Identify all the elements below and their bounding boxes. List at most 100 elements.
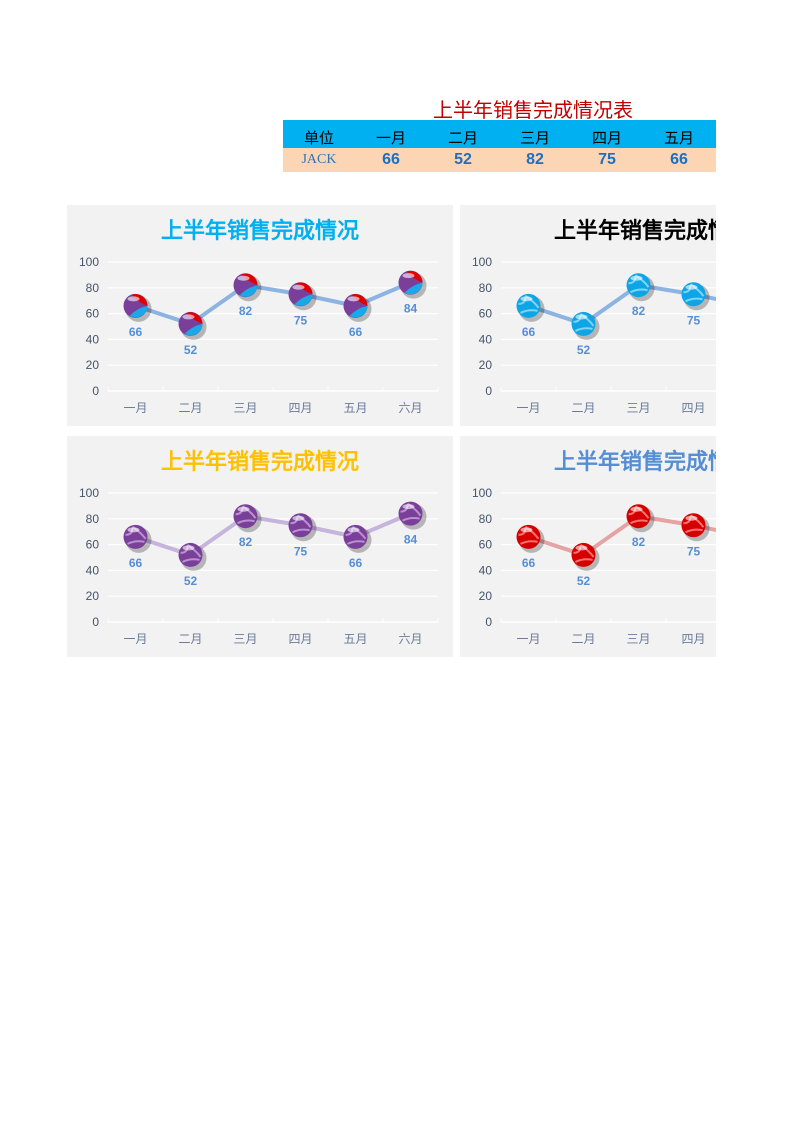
x-tick-label: 二月	[178, 632, 202, 646]
data-marker	[571, 311, 600, 340]
line-chart-2[interactable]: 上半年销售完成情况020406080100一月二月三月四月五月六月6652827…	[460, 205, 716, 426]
line-chart-3[interactable]: 上半年销售完成情况 0 20 40 60 80 100 一月 二月 三月 四月 五月 六月 66 52 82 7…	[67, 436, 453, 657]
y-tick-label: 60	[86, 307, 100, 321]
y-tick-label: 80	[86, 281, 100, 295]
data-marker	[626, 504, 655, 533]
table-row: JACK 66 52 82 75 66	[283, 148, 716, 172]
x-tick-label: 一月	[516, 401, 540, 415]
chart-svg: 上半年销售完成情况020406080100一月二月三月四月五月六月6652827…	[472, 449, 716, 646]
data-marker	[288, 282, 317, 311]
y-tick-label: 100	[79, 255, 99, 269]
marker-highlight	[127, 296, 140, 302]
y-tick-label: 20	[86, 589, 100, 603]
data-label: 84	[404, 302, 418, 316]
marker-blue-segment	[349, 305, 368, 318]
line-chart-4[interactable]: 上半年销售完成情况020406080100一月二月三月四月五月六月6652827…	[460, 436, 716, 657]
data-label: 52	[577, 574, 591, 588]
data-cell[interactable]: 52	[454, 151, 472, 168]
header-cell[interactable]: 单位	[303, 129, 334, 147]
data-marker	[123, 524, 152, 553]
chart-title: 上半年销售完成情况	[161, 218, 359, 244]
data-marker	[626, 273, 655, 302]
marker-highlight	[575, 314, 588, 320]
chart-title: 上半年销售完成情况	[161, 449, 359, 475]
y-tick-label: 40	[479, 332, 493, 346]
print-area: 上半年销售完成情况表 单位 一月 二月 三月 四月 五月 JACK 66 52 …	[67, 98, 716, 657]
x-tick-label: 四月	[288, 401, 312, 415]
marker-highlight	[685, 284, 698, 290]
data-label: 75	[687, 544, 701, 558]
data-cell[interactable]: 66	[382, 151, 400, 168]
x-tick-label: 二月	[571, 632, 595, 646]
marker-highlight	[630, 506, 643, 512]
header-cell[interactable]: 五月	[663, 129, 694, 147]
x-tick-label: 二月	[571, 401, 595, 415]
data-label: 75	[687, 313, 701, 327]
header-cell[interactable]: 四月	[591, 129, 622, 147]
marker-highlight	[347, 527, 360, 533]
marker-highlight	[402, 504, 415, 510]
marker-blue-segment	[239, 285, 258, 297]
data-label: 52	[184, 343, 198, 357]
chart-svg: 上半年销售完成情况020406080100一月二月三月四月五月六月6652827…	[79, 218, 439, 415]
data-marker	[288, 513, 317, 542]
y-tick-label: 80	[479, 512, 493, 526]
data-marker	[233, 273, 262, 302]
data-cell[interactable]: 66	[670, 151, 688, 168]
data-marker	[681, 513, 710, 542]
data-label: 66	[129, 325, 143, 339]
data-label: 52	[184, 574, 198, 588]
data-marker	[178, 311, 207, 340]
data-label: 66	[129, 556, 143, 570]
marker-blue-segment	[129, 305, 148, 318]
data-label: 66	[522, 556, 536, 570]
data-marker	[571, 542, 600, 571]
marker-highlight	[237, 275, 250, 281]
data-cell[interactable]: 82	[526, 151, 544, 168]
marker-blue-segment	[184, 323, 203, 336]
x-tick-label: 六月	[398, 632, 422, 646]
x-tick-label: 五月	[343, 401, 367, 415]
marker-blue-segment	[294, 294, 313, 306]
data-marker	[178, 542, 207, 571]
data-cell[interactable]: 75	[598, 151, 616, 168]
y-tick-label: 0	[485, 384, 492, 398]
x-tick-label: 四月	[288, 632, 312, 646]
x-tick-label: 一月	[123, 632, 147, 646]
line-chart-1[interactable]: 上半年销售完成情况 0 20 40 60 80 100 一月 二月 三月 四月 五月 六月 66 52 82 7…	[67, 205, 453, 426]
x-tick-label: 三月	[626, 401, 650, 415]
marker-highlight	[520, 527, 533, 533]
chart-title: 上半年销售完成情况	[554, 449, 716, 475]
x-tick-label: 三月	[626, 632, 650, 646]
marker-highlight	[685, 515, 698, 521]
x-tick-label: 二月	[178, 401, 202, 415]
data-label: 66	[349, 325, 363, 339]
header-cell[interactable]: 二月	[447, 129, 478, 147]
header-cell[interactable]: 一月	[375, 129, 406, 147]
y-tick-label: 0	[92, 615, 99, 629]
header-cell[interactable]: 三月	[519, 129, 550, 147]
marker-blue-segment	[404, 282, 423, 295]
y-tick-label: 80	[479, 281, 493, 295]
y-tick-label: 40	[86, 563, 100, 577]
marker-highlight	[575, 545, 588, 551]
marker-highlight	[347, 296, 360, 302]
data-label: 75	[294, 313, 308, 327]
data-marker	[343, 293, 372, 322]
marker-highlight	[630, 275, 643, 281]
x-tick-label: 六月	[398, 401, 422, 415]
data-marker	[398, 270, 427, 299]
marker-highlight	[237, 506, 250, 512]
data-cell[interactable]: JACK	[301, 152, 337, 167]
y-tick-label: 0	[92, 384, 99, 398]
y-tick-label: 60	[479, 307, 493, 321]
data-marker	[123, 293, 152, 322]
y-tick-label: 0	[485, 615, 492, 629]
y-tick-label: 40	[479, 563, 493, 577]
x-tick-label: 一月	[123, 401, 147, 415]
x-tick-label: 一月	[516, 632, 540, 646]
chart-svg: 上半年销售完成情况020406080100一月二月三月四月五月六月6652827…	[472, 218, 716, 415]
marker-highlight	[182, 545, 195, 551]
x-tick-label: 五月	[343, 632, 367, 646]
